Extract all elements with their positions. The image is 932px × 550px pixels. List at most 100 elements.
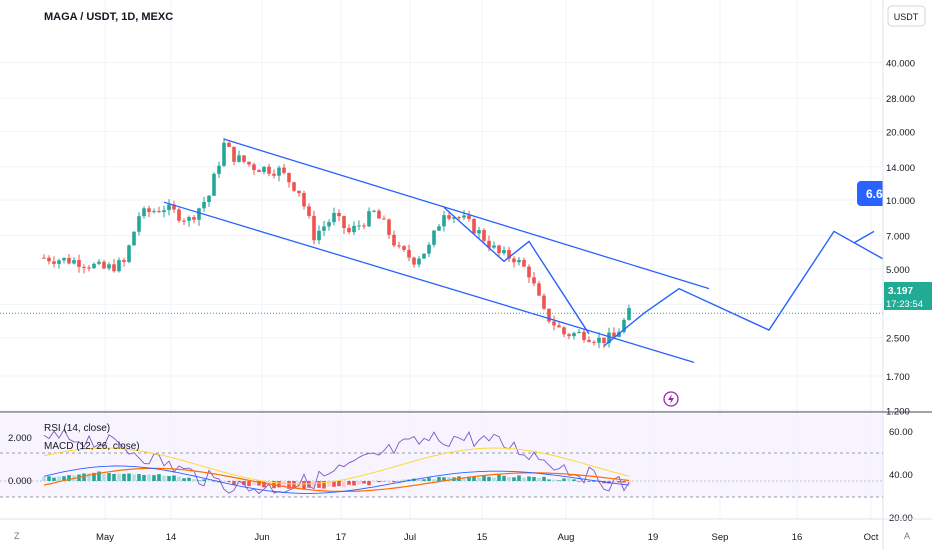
candle-body: [432, 230, 436, 245]
candle-body: [142, 208, 146, 217]
macd-histogram-bar: [132, 474, 136, 481]
price-tick-label: 14.000: [886, 163, 915, 174]
candle-body: [627, 308, 631, 320]
time-tick-label: Jun: [254, 532, 269, 543]
candle-body: [572, 332, 576, 337]
macd-histogram-bar: [542, 476, 546, 481]
candle-body: [42, 257, 46, 259]
macd-histogram-bar: [357, 481, 361, 485]
candle-body: [502, 250, 506, 254]
macd-histogram-bar: [262, 481, 266, 488]
wave-path: [443, 206, 590, 335]
macd-histogram-bar: [432, 479, 436, 481]
macd-histogram-bar: [232, 481, 236, 485]
price-tick-label: 20.000: [886, 127, 915, 138]
macd-histogram-bar: [577, 481, 581, 482]
candle-body: [82, 266, 86, 268]
macd-histogram-bar: [152, 475, 156, 481]
candle-body: [552, 321, 556, 326]
macd-histogram-bar: [537, 477, 541, 481]
macd-legend-label[interactable]: MACD (12, 26, close): [44, 441, 140, 452]
macd-histogram-bar: [397, 481, 401, 482]
macd-histogram-bar: [502, 475, 506, 481]
candle-body: [207, 195, 211, 202]
bar-countdown-label: 17:23:54: [886, 299, 923, 310]
candle-body: [327, 222, 331, 227]
macd-histogram-bar: [372, 481, 376, 483]
auto-scale-corner-label[interactable]: A: [904, 531, 911, 541]
timezone-corner-label[interactable]: Z: [14, 531, 20, 541]
candle-body: [52, 261, 56, 264]
macd-histogram-bar: [592, 481, 596, 482]
rsi-ma-line: [43, 447, 630, 485]
macd-histogram-bar: [127, 473, 131, 481]
candle-body: [297, 190, 301, 194]
macd-histogram-bar: [117, 473, 121, 481]
macd-histogram-bar: [82, 473, 86, 481]
macd-histogram-bar: [102, 473, 106, 481]
candle-body: [102, 261, 106, 269]
macd-histogram-bar: [197, 480, 201, 481]
currency-button-label[interactable]: USDT: [894, 12, 919, 22]
candle-body: [592, 341, 596, 343]
candle-body: [372, 210, 376, 212]
candle-body: [347, 227, 351, 233]
candle-body: [317, 230, 321, 241]
macd-histogram-bar: [227, 481, 231, 483]
candle-body: [352, 225, 356, 233]
candle-body: [437, 226, 441, 231]
rsi-legend-label[interactable]: RSI (14, close): [44, 423, 110, 434]
candle-body: [582, 331, 586, 340]
candle-body: [612, 332, 616, 337]
macd-histogram-bar: [572, 479, 576, 481]
candle-body: [72, 260, 76, 264]
candle-body: [312, 215, 316, 241]
candle-body: [392, 234, 396, 246]
candle-body: [462, 215, 466, 218]
candle-body: [112, 264, 116, 272]
price-tick-label: 2.500: [886, 334, 910, 345]
candle-body: [222, 142, 226, 166]
price-tick-label: 7.000: [886, 232, 910, 243]
candle-body: [247, 161, 251, 165]
macd-histogram-bar: [147, 474, 151, 481]
candle-body: [57, 260, 61, 264]
candle-body: [412, 257, 416, 265]
macd-histogram-bar: [182, 478, 186, 481]
candle-body: [227, 142, 231, 147]
macd-histogram-bar: [92, 472, 96, 481]
macd-histogram-bar: [467, 476, 471, 481]
candle-body: [387, 219, 391, 235]
candle-body: [87, 267, 91, 269]
time-tick-label: 19: [648, 532, 659, 543]
time-tick-label: Sep: [712, 532, 729, 543]
candle-body: [182, 220, 186, 222]
candle-body: [477, 230, 481, 234]
rsi-line: [43, 428, 630, 495]
macd-histogram-bar: [377, 481, 381, 483]
candle-body: [597, 337, 601, 343]
candle-body: [62, 257, 66, 261]
candle-body: [187, 217, 191, 221]
symbol-title[interactable]: MAGA / USDT, 1D, MEXC: [44, 11, 173, 23]
candle-body: [92, 263, 96, 269]
macd-histogram-bar: [622, 481, 626, 483]
macd-histogram-bar: [42, 476, 46, 481]
macd-histogram-bar: [417, 479, 421, 481]
macd-histogram-bar: [422, 479, 426, 481]
candle-body: [447, 215, 451, 219]
time-tick-label: Jul: [404, 532, 416, 543]
macd-histogram-bar: [392, 481, 396, 483]
currency-button[interactable]: [887, 5, 926, 27]
candle-body: [422, 253, 426, 259]
macd-histogram-bar: [352, 481, 356, 486]
macd-tick-label: 0.000: [8, 476, 32, 487]
candle-body: [512, 258, 516, 263]
macd-histogram-bar: [617, 481, 621, 483]
macd-histogram-bar: [57, 476, 61, 481]
price-tick-label: 28.000: [886, 94, 915, 105]
macd-histogram-bar: [322, 481, 326, 489]
candle-body: [457, 217, 461, 219]
candle-body: [277, 167, 281, 176]
